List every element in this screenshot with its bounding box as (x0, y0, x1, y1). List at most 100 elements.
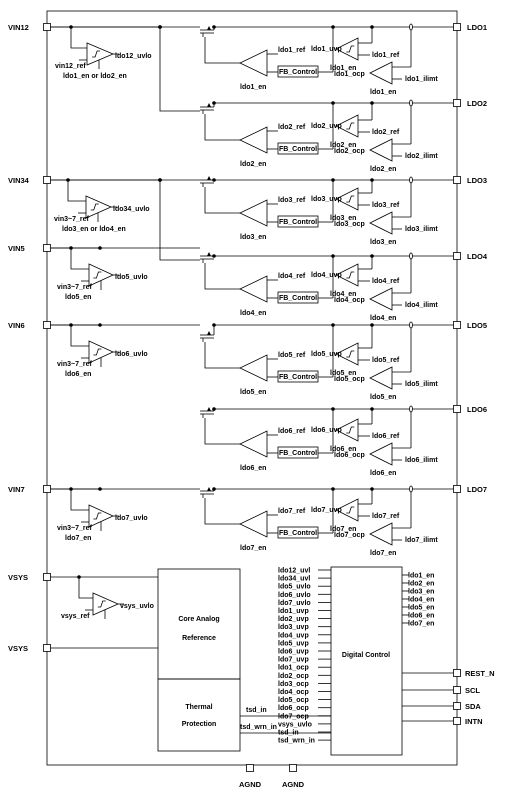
digital-input-label-9: ldo5_uvp (278, 640, 309, 647)
junction-dot (370, 487, 374, 491)
uvlo-out-label-3: ldo6_uvlo (115, 351, 148, 358)
blocks: Core Analog Reference Thermal Protection… (157, 566, 403, 756)
pin-label-ldo6: LDO6 (467, 405, 487, 414)
ldo-output-wire (213, 324, 455, 335)
thermal-out-tsd-wrn: tsd_wrn_in (240, 724, 277, 731)
ocp-en-label-0: ldo1_en (370, 89, 396, 96)
junction-dot (69, 246, 73, 250)
junction-dot (98, 323, 102, 327)
pin-label-vin12: VIN12 (8, 23, 29, 32)
error-amplifier-5 (239, 430, 268, 458)
uvlo-sense-wire (70, 489, 89, 511)
pmos-arrow (207, 26, 211, 30)
uvp-label-6: ldo7_uvp (311, 507, 342, 514)
pmos-arrow (207, 176, 211, 180)
ocp-ilimit-label-1: ldo2_ilimt (405, 153, 438, 160)
ldo-ref-label-1: ldo2_ref (278, 124, 306, 131)
ocp-label-2: ldo3_ocp (334, 221, 365, 228)
digital-output-label-1: ldo2_en (408, 581, 434, 588)
uvlo-sense-wire (70, 248, 89, 270)
digital-output-label-3: ldo4_en (408, 597, 434, 604)
uvlo-comparator-3 (88, 340, 114, 364)
digital-input-label-19: vsys_uvlo (278, 721, 312, 728)
uvlo-ref-label-4: vin3~7_ref (57, 525, 92, 532)
junction-dot (212, 101, 216, 105)
hysteresis-mark (93, 348, 102, 356)
pmos-arrow (207, 331, 211, 335)
pin-ldo2 (453, 99, 461, 107)
uvlo-comparator-1 (85, 195, 112, 219)
ocp-comparator-3 (369, 287, 393, 311)
uvlo-ref-label-1: vin3~7_ref (54, 216, 89, 223)
uvp-ref-label-6: ldo7_ref (372, 513, 400, 520)
uvlo-ref-label-0: vin12_ref (55, 63, 86, 70)
pin-vin12-0 (43, 23, 51, 31)
uvp-comparator-3 (335, 263, 359, 287)
fb-control-label-0: FB_Control (279, 69, 317, 76)
uvlo-out-label-4: ldo7_uvlo (115, 515, 148, 522)
ocp-comparator-2 (369, 211, 393, 235)
digital-input-label-21: tsd_wrn_in (278, 738, 315, 745)
fb-control-box-1 (277, 142, 319, 155)
fb-control-label-6: FB_Control (279, 530, 317, 537)
ocp-label-3: ldo4_ocp (334, 297, 365, 304)
pass-transistor (200, 331, 214, 342)
pin-label-vsys: VSYS (8, 644, 28, 653)
digital-output-label-5: ldo6_en (408, 613, 434, 620)
pin-intn (453, 717, 461, 725)
digital-input-label-3: ldo6_uvlo (278, 592, 311, 599)
uvp-comparator-5 (335, 418, 359, 442)
pass-transistor (200, 176, 214, 187)
ldo-en-label-6: ldo7_en (240, 545, 266, 552)
thermal-label-2: Protection (182, 721, 217, 728)
pin-vin7-4 (43, 485, 51, 493)
pass-transistor (200, 407, 214, 418)
amp-to-gate-wire (204, 37, 240, 64)
digital-control-block (330, 566, 403, 756)
junction-dot (212, 178, 216, 182)
ocp-en-label-6: ldo7_en (370, 550, 396, 557)
fb-control-box-4 (277, 370, 319, 383)
digital-input-label-2: ldo5_uvlo (278, 584, 311, 591)
digital-title: Digital Control (342, 652, 390, 659)
ocp-ilimit-label-2: ldo3_ilimt (405, 226, 438, 233)
junction-dot (98, 487, 102, 491)
pin-label-ldo3: LDO3 (467, 176, 487, 185)
ldo-en-label-2: ldo3_en (240, 234, 266, 241)
dynamic-elements: VIN12 VIN34 VIN5 VIN6 VIN7 VSYS VSYS LDO1 LDO2 LD… (8, 23, 495, 789)
uvlo-sense-wire (70, 325, 89, 347)
hysteresis-mark (97, 600, 106, 608)
pin-label-agnd-1: AGND (282, 780, 305, 789)
hysteresis-mark (346, 506, 355, 514)
ocp-en-label-3: ldo4_en (370, 315, 396, 322)
sense-node (409, 176, 413, 184)
uvp-ref-label-3: ldo4_ref (372, 278, 400, 285)
pin-ldo7 (453, 485, 461, 493)
uvlo-sense-wire (70, 27, 87, 49)
uvp-en-label-2: ldo3_en (330, 215, 356, 222)
digital-input-label-0: ldo12_uvl (278, 568, 310, 575)
junction-dot (331, 487, 335, 491)
ocp-label-4: ldo5_ocp (334, 376, 365, 383)
pin-scl (453, 686, 461, 694)
pin-agnd-1 (289, 764, 297, 772)
junction-dot (212, 407, 216, 411)
ldo-en-label-0: ldo1_en (240, 84, 266, 91)
ocp-en-label-1: ldo2_en (370, 166, 396, 173)
hysteresis-mark (346, 350, 355, 358)
ocp-label-1: ldo2_ocp (334, 148, 365, 155)
ldo-ref-label-0: ldo1_ref (278, 47, 306, 54)
hysteresis-mark (93, 512, 102, 520)
digital-input-label-17: ldo6_ocp (278, 705, 309, 712)
digital-input-label-5: ldo1_uvp (278, 608, 309, 615)
uvp-en-label-6: ldo7_en (330, 526, 356, 533)
pass-transistor (200, 103, 214, 114)
hysteresis-mark (346, 122, 355, 130)
ldo-ref-label-6: ldo7_ref (278, 508, 306, 515)
thermal-block (157, 678, 241, 752)
hysteresis-mark (346, 426, 355, 434)
pin-vsys-5 (43, 573, 51, 581)
pin-ldo5 (453, 321, 461, 329)
chip-boundary (46, 10, 458, 766)
error-amplifier-0 (239, 49, 268, 77)
